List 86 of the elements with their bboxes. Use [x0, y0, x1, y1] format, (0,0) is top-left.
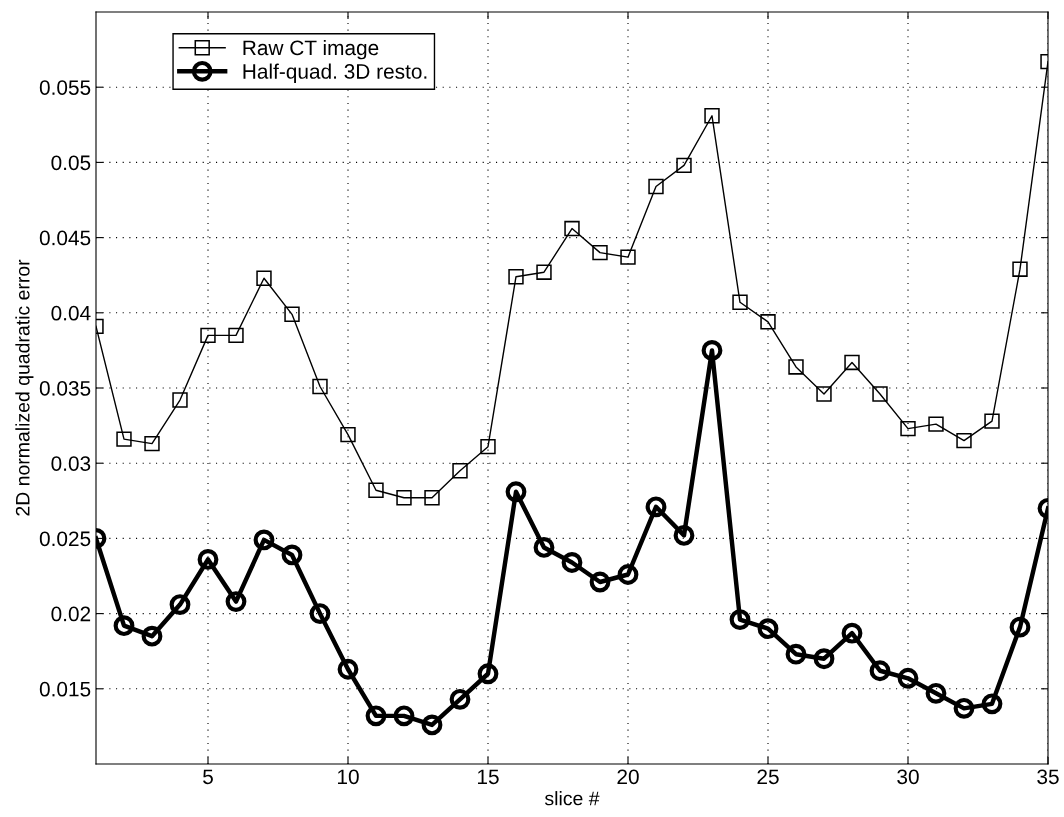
point — [256, 270, 272, 286]
point — [1009, 616, 1031, 638]
point — [197, 549, 219, 570]
point — [225, 591, 247, 612]
point — [592, 244, 608, 261]
point — [816, 386, 832, 402]
y-tick-label: 0.045 — [39, 230, 91, 246]
point — [144, 435, 160, 452]
point — [340, 426, 356, 443]
x-tick-label: 35 — [1037, 769, 1059, 785]
point — [228, 327, 244, 344]
x-tick-label: 30 — [897, 769, 919, 785]
point — [844, 354, 860, 371]
point — [533, 537, 555, 558]
y-tick-label: 0.055 — [39, 80, 91, 95]
point — [393, 705, 415, 727]
legend-label: Half-quad. 3D resto. — [243, 63, 427, 83]
point — [281, 544, 303, 566]
point — [253, 529, 275, 551]
legend-label: Raw CT image — [243, 39, 379, 60]
point — [561, 552, 583, 573]
point — [841, 622, 863, 644]
point — [169, 594, 191, 615]
point — [760, 314, 776, 330]
point — [421, 714, 443, 736]
y-tick-label: 0.025 — [39, 531, 91, 547]
point — [645, 496, 667, 518]
point — [1012, 261, 1028, 277]
point — [172, 392, 188, 408]
point — [396, 490, 412, 506]
point — [676, 157, 692, 174]
point — [141, 625, 163, 647]
point — [981, 693, 1003, 715]
point — [477, 663, 499, 685]
y-tick-label: 0.04 — [51, 305, 91, 321]
point — [984, 413, 1000, 429]
x-tick-label: 25 — [757, 769, 779, 785]
point — [536, 264, 552, 280]
point — [925, 682, 947, 704]
point — [648, 178, 664, 195]
x-tick-label: 15 — [478, 769, 499, 785]
point — [480, 438, 496, 455]
point — [508, 268, 524, 285]
point — [424, 490, 440, 506]
x-axis-title: slice # — [544, 791, 600, 806]
point — [900, 420, 916, 437]
point — [368, 482, 384, 498]
point — [284, 306, 300, 323]
point — [673, 524, 695, 546]
x-tick-label: 10 — [338, 769, 359, 785]
point — [505, 481, 527, 503]
point — [620, 249, 636, 265]
point — [704, 108, 720, 124]
x-tick-label: 20 — [617, 769, 639, 785]
point — [116, 431, 132, 447]
point — [452, 463, 468, 479]
y-tick-label: 0.05 — [51, 155, 91, 171]
point — [956, 432, 972, 449]
y-tick-label: 0.035 — [39, 381, 91, 396]
y-axis-title: 2D normalized quadratic error — [15, 259, 34, 516]
point — [113, 615, 135, 637]
point — [897, 667, 919, 689]
point — [312, 378, 328, 395]
point — [617, 564, 639, 585]
point — [365, 705, 387, 727]
point — [869, 660, 891, 682]
point — [732, 294, 748, 310]
point — [872, 386, 888, 402]
point — [589, 571, 611, 593]
point — [788, 359, 804, 375]
point — [813, 648, 835, 670]
point — [337, 658, 359, 680]
point — [729, 609, 751, 631]
point — [928, 416, 944, 432]
point — [701, 339, 723, 361]
y-tick-label: 0.03 — [51, 456, 91, 471]
point — [953, 697, 975, 719]
point — [785, 643, 807, 665]
point — [200, 327, 216, 344]
y-tick-label: 0.02 — [51, 606, 91, 622]
point — [449, 688, 471, 710]
y-tick-label: 0.015 — [39, 681, 91, 697]
point — [757, 618, 779, 640]
point — [564, 220, 580, 237]
point — [309, 603, 331, 625]
x-tick-label: 5 — [203, 769, 213, 785]
